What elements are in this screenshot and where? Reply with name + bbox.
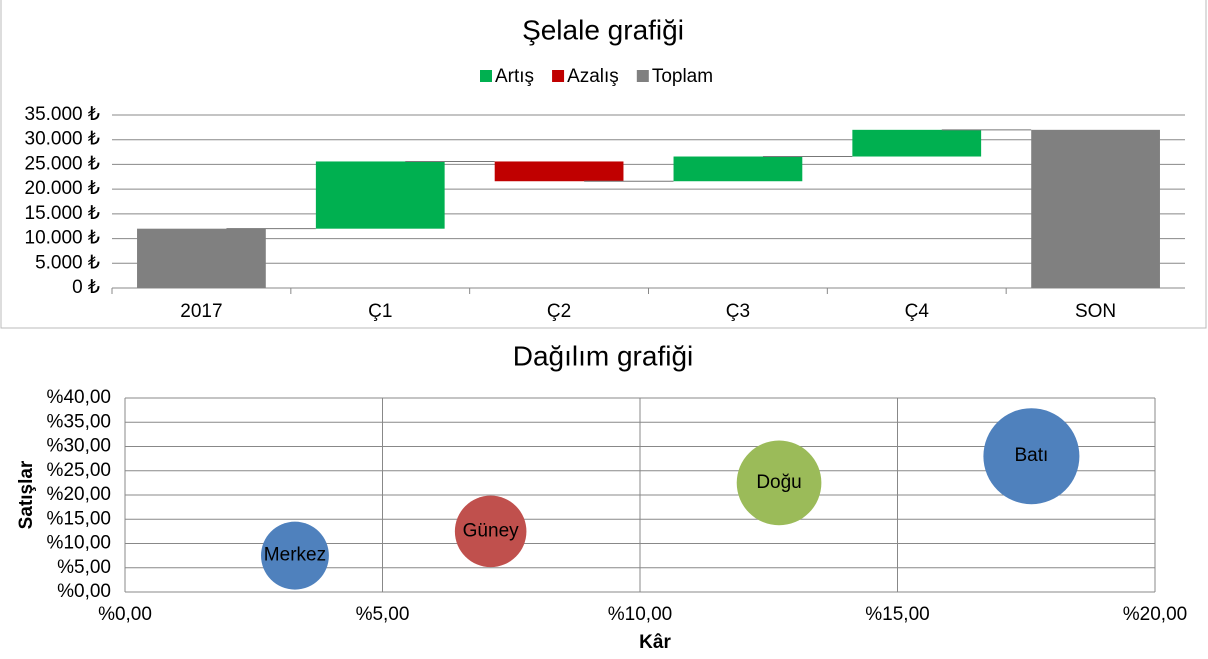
x-tick-label: SON (1075, 301, 1116, 322)
chart-frame (0, 0, 1207, 329)
x-tick-label: Ç3 (726, 301, 750, 322)
y-tick-label: %15,00 (47, 508, 111, 529)
x-tick-label: %15,00 (865, 604, 929, 625)
x-tick-label: Ç2 (547, 301, 571, 322)
legend-label: Toplam (652, 66, 713, 87)
y-tick-label: 5.000 ₺ (35, 252, 100, 273)
y-tick-label: %20,00 (47, 484, 111, 505)
chart-title: Dağılım grafiği (513, 340, 694, 371)
legend-swatch (480, 70, 492, 82)
y-tick-label: %10,00 (47, 533, 111, 554)
y-tick-label: %40,00 (47, 387, 111, 408)
bubble-label: Güney (463, 520, 519, 541)
bubble (736, 440, 822, 526)
bubble (454, 495, 527, 568)
bar (494, 161, 624, 182)
y-tick-label: %35,00 (47, 411, 111, 432)
bar (137, 228, 266, 288)
y-tick-label: 0 ₺ (72, 277, 100, 298)
y-tick-label: %0,00 (57, 581, 111, 602)
x-tick-label: %20,00 (1123, 604, 1187, 625)
legend-label: Artış (495, 66, 534, 87)
legend-swatch (636, 70, 649, 82)
bubble-label: Doğu (756, 472, 801, 493)
y-tick-label: %30,00 (47, 436, 111, 457)
bar (315, 161, 445, 229)
y-tick-label: 15.000 ₺ (25, 203, 100, 224)
y-tick-label: 20.000 ₺ (25, 178, 100, 199)
x-tick-label: Ç1 (368, 301, 392, 322)
y-tick-label: 25.000 ₺ (25, 153, 100, 174)
bubble-label: Merkez (264, 545, 326, 566)
x-tick-label: Ç4 (905, 301, 930, 322)
chart-title: Şelale grafiği (522, 14, 684, 45)
y-tick-label: 35.000 ₺ (25, 104, 100, 125)
bar (673, 156, 803, 182)
x-tick-label: %10,00 (608, 604, 672, 625)
bubble (261, 521, 329, 590)
y-tick-label: %5,00 (57, 557, 111, 578)
bar (1031, 129, 1160, 288)
x-tick-label: %0,00 (98, 604, 152, 625)
bubble-label: Batı (1014, 445, 1048, 466)
legend-swatch (552, 70, 565, 82)
y-tick-label: 10.000 ₺ (25, 228, 100, 249)
y-axis-title: Satışlar (16, 460, 37, 529)
legend-label: Azalış (567, 66, 619, 87)
bar (852, 129, 982, 157)
x-tick-label: %5,00 (356, 604, 410, 625)
bubble (983, 408, 1080, 505)
y-tick-label: 30.000 ₺ (25, 129, 100, 150)
y-tick-label: %25,00 (47, 460, 111, 481)
x-tick-label: 2017 (180, 301, 222, 322)
x-axis-title: Kâr (639, 632, 671, 653)
